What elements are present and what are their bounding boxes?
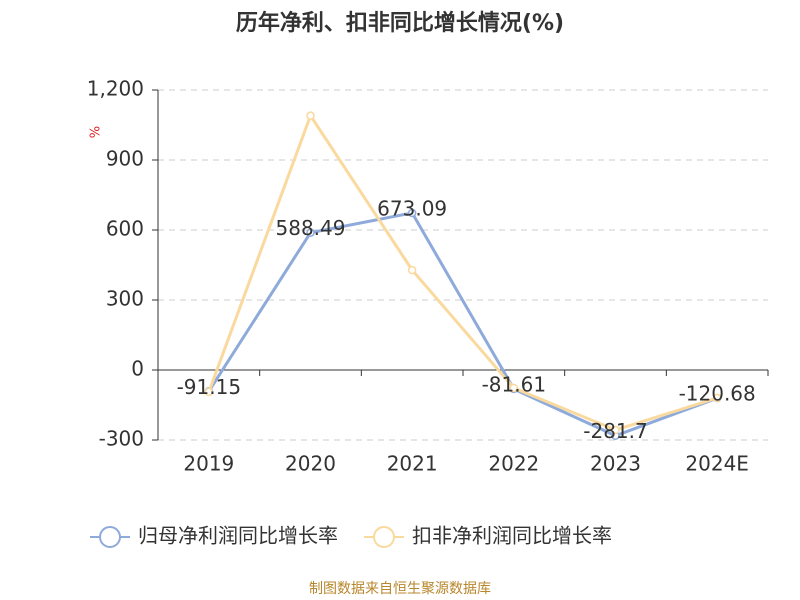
point xyxy=(611,425,620,435)
x-tick-label: 2021 xyxy=(387,452,438,476)
legend-marker xyxy=(99,526,121,548)
y-tick-label: 600 xyxy=(106,217,144,241)
y-tick-label: -300 xyxy=(99,427,144,451)
point xyxy=(407,265,417,275)
legend-label: 扣非净利润同比增长率 xyxy=(412,524,612,548)
data-label: -81.61 xyxy=(482,373,546,397)
data-label: 588.49 xyxy=(276,216,346,240)
x-tick-label: 2020 xyxy=(285,452,336,476)
y-tick-label: 0 xyxy=(131,357,144,381)
series-line xyxy=(207,211,718,438)
legend-label: 归母净利润同比增长率 xyxy=(138,524,338,548)
point xyxy=(204,387,214,397)
y-tick-label: 300 xyxy=(106,287,144,311)
x-tick-label: 2023 xyxy=(590,452,641,476)
data-label: 673.09 xyxy=(377,196,447,220)
legend-marker xyxy=(373,526,395,548)
point xyxy=(306,228,315,237)
point xyxy=(712,393,722,403)
y-tick-label: 1,200 xyxy=(87,77,144,101)
point xyxy=(407,208,417,218)
data-label: -120.68 xyxy=(679,382,756,406)
data-label: -281.7 xyxy=(583,419,647,443)
series-line xyxy=(207,112,718,432)
source-note: 制图数据来自恒生聚源数据库 xyxy=(309,581,491,597)
x-tick-label: 2024E xyxy=(685,452,749,476)
x-tick-label: 2019 xyxy=(183,452,234,476)
x-tick-label: 2022 xyxy=(488,452,539,476)
y-unit: % xyxy=(89,126,104,138)
y-tick-label: 900 xyxy=(106,147,144,171)
chart-title: 历年净利、扣非同比增长情况(%) xyxy=(236,10,564,36)
point xyxy=(306,111,315,120)
data-label: -91.15 xyxy=(177,375,241,399)
point xyxy=(509,383,519,393)
